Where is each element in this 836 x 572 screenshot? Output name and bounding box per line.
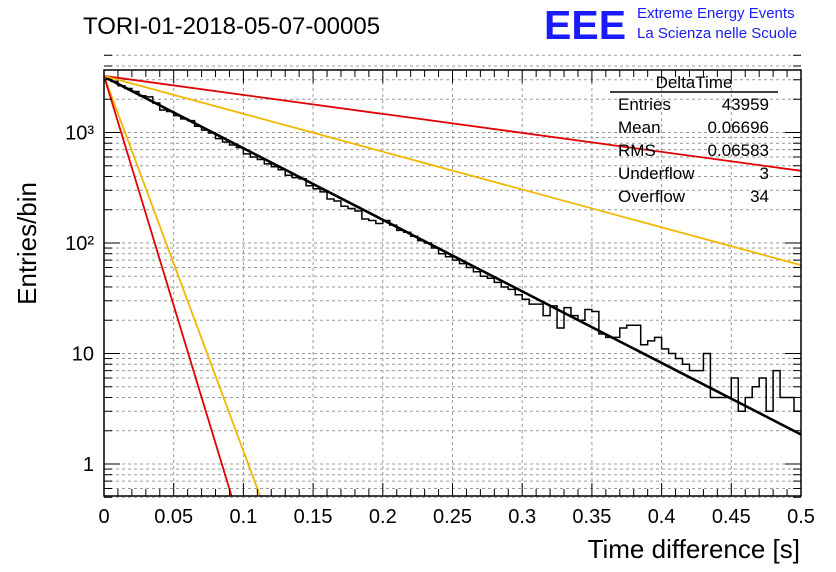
y-tick-label: 1 — [83, 454, 94, 476]
y-axis-label: Entries/bin — [12, 182, 42, 305]
x-tick-label: 0.1 — [229, 506, 257, 528]
stats-row-value: 3 — [760, 164, 769, 183]
eee-logo-text: EEE — [544, 2, 626, 48]
eee-logo: EEE Extreme Energy Events La Scienza nel… — [544, 2, 797, 48]
stats-row-label: Mean — [618, 118, 661, 137]
x-tick-label: 0.05 — [154, 506, 193, 528]
x-tick-label: 0.2 — [369, 506, 397, 528]
x-tick-label: 0.3 — [508, 506, 536, 528]
x-tick-label: 0.5 — [787, 506, 815, 528]
x-tick-label: 0.45 — [712, 506, 751, 528]
decay-curve-yellow — [103, 75, 802, 267]
plot-data — [103, 75, 802, 497]
stats-row-label: RMS — [618, 141, 656, 160]
x-tick-label: 0.4 — [648, 506, 676, 528]
x-tick-label: 0.25 — [433, 506, 472, 528]
axes: 0 0.05 0.1 0.15 0.2 0.25 0.3 0.35 0.4 0.45 0.5 1 10 1… — [65, 54, 815, 528]
decay-curve-red — [103, 75, 233, 497]
stats-title: DeltaTime — [656, 73, 733, 92]
stats-row-value: 0.06696 — [708, 118, 769, 137]
stats-row-label: Entries — [618, 95, 671, 114]
decay-curve-black — [103, 75, 802, 436]
stats-row-value: 0.06583 — [708, 141, 769, 160]
stats-row-label: Overflow — [618, 187, 686, 206]
stats-row-value: 43959 — [722, 95, 769, 114]
stats-rows: Entries 43959 Mean 0.06696 RMS 0.06583 Underfl… — [618, 95, 769, 206]
histogram-outline — [104, 77, 801, 413]
grid — [103, 54, 802, 498]
stats-row-value: 34 — [750, 187, 769, 206]
y-tick-label: 10 — [72, 344, 94, 366]
x-tick-label: 0 — [98, 506, 109, 528]
y-tick-label: 10² — [65, 233, 94, 255]
decay-curve-yellow — [103, 75, 261, 497]
project-subtitle: La Scienza nelle Scuole — [637, 25, 797, 42]
x-tick-label: 0.15 — [294, 506, 333, 528]
decay-curve-red — [103, 75, 802, 172]
y-tick-label: 10³ — [65, 123, 94, 145]
stats-row-label: Underflow — [618, 164, 695, 183]
run-title: TORI-01-2018-05-07-00005 — [83, 13, 380, 40]
stats-box: DeltaTime Entries 43959 Mean 0.06696 RMS 0.06… — [610, 73, 778, 206]
x-tick-label: 0.35 — [572, 506, 611, 528]
project-name: Extreme Energy Events — [637, 5, 795, 22]
x-axis-label: Time difference [s] — [588, 534, 800, 564]
